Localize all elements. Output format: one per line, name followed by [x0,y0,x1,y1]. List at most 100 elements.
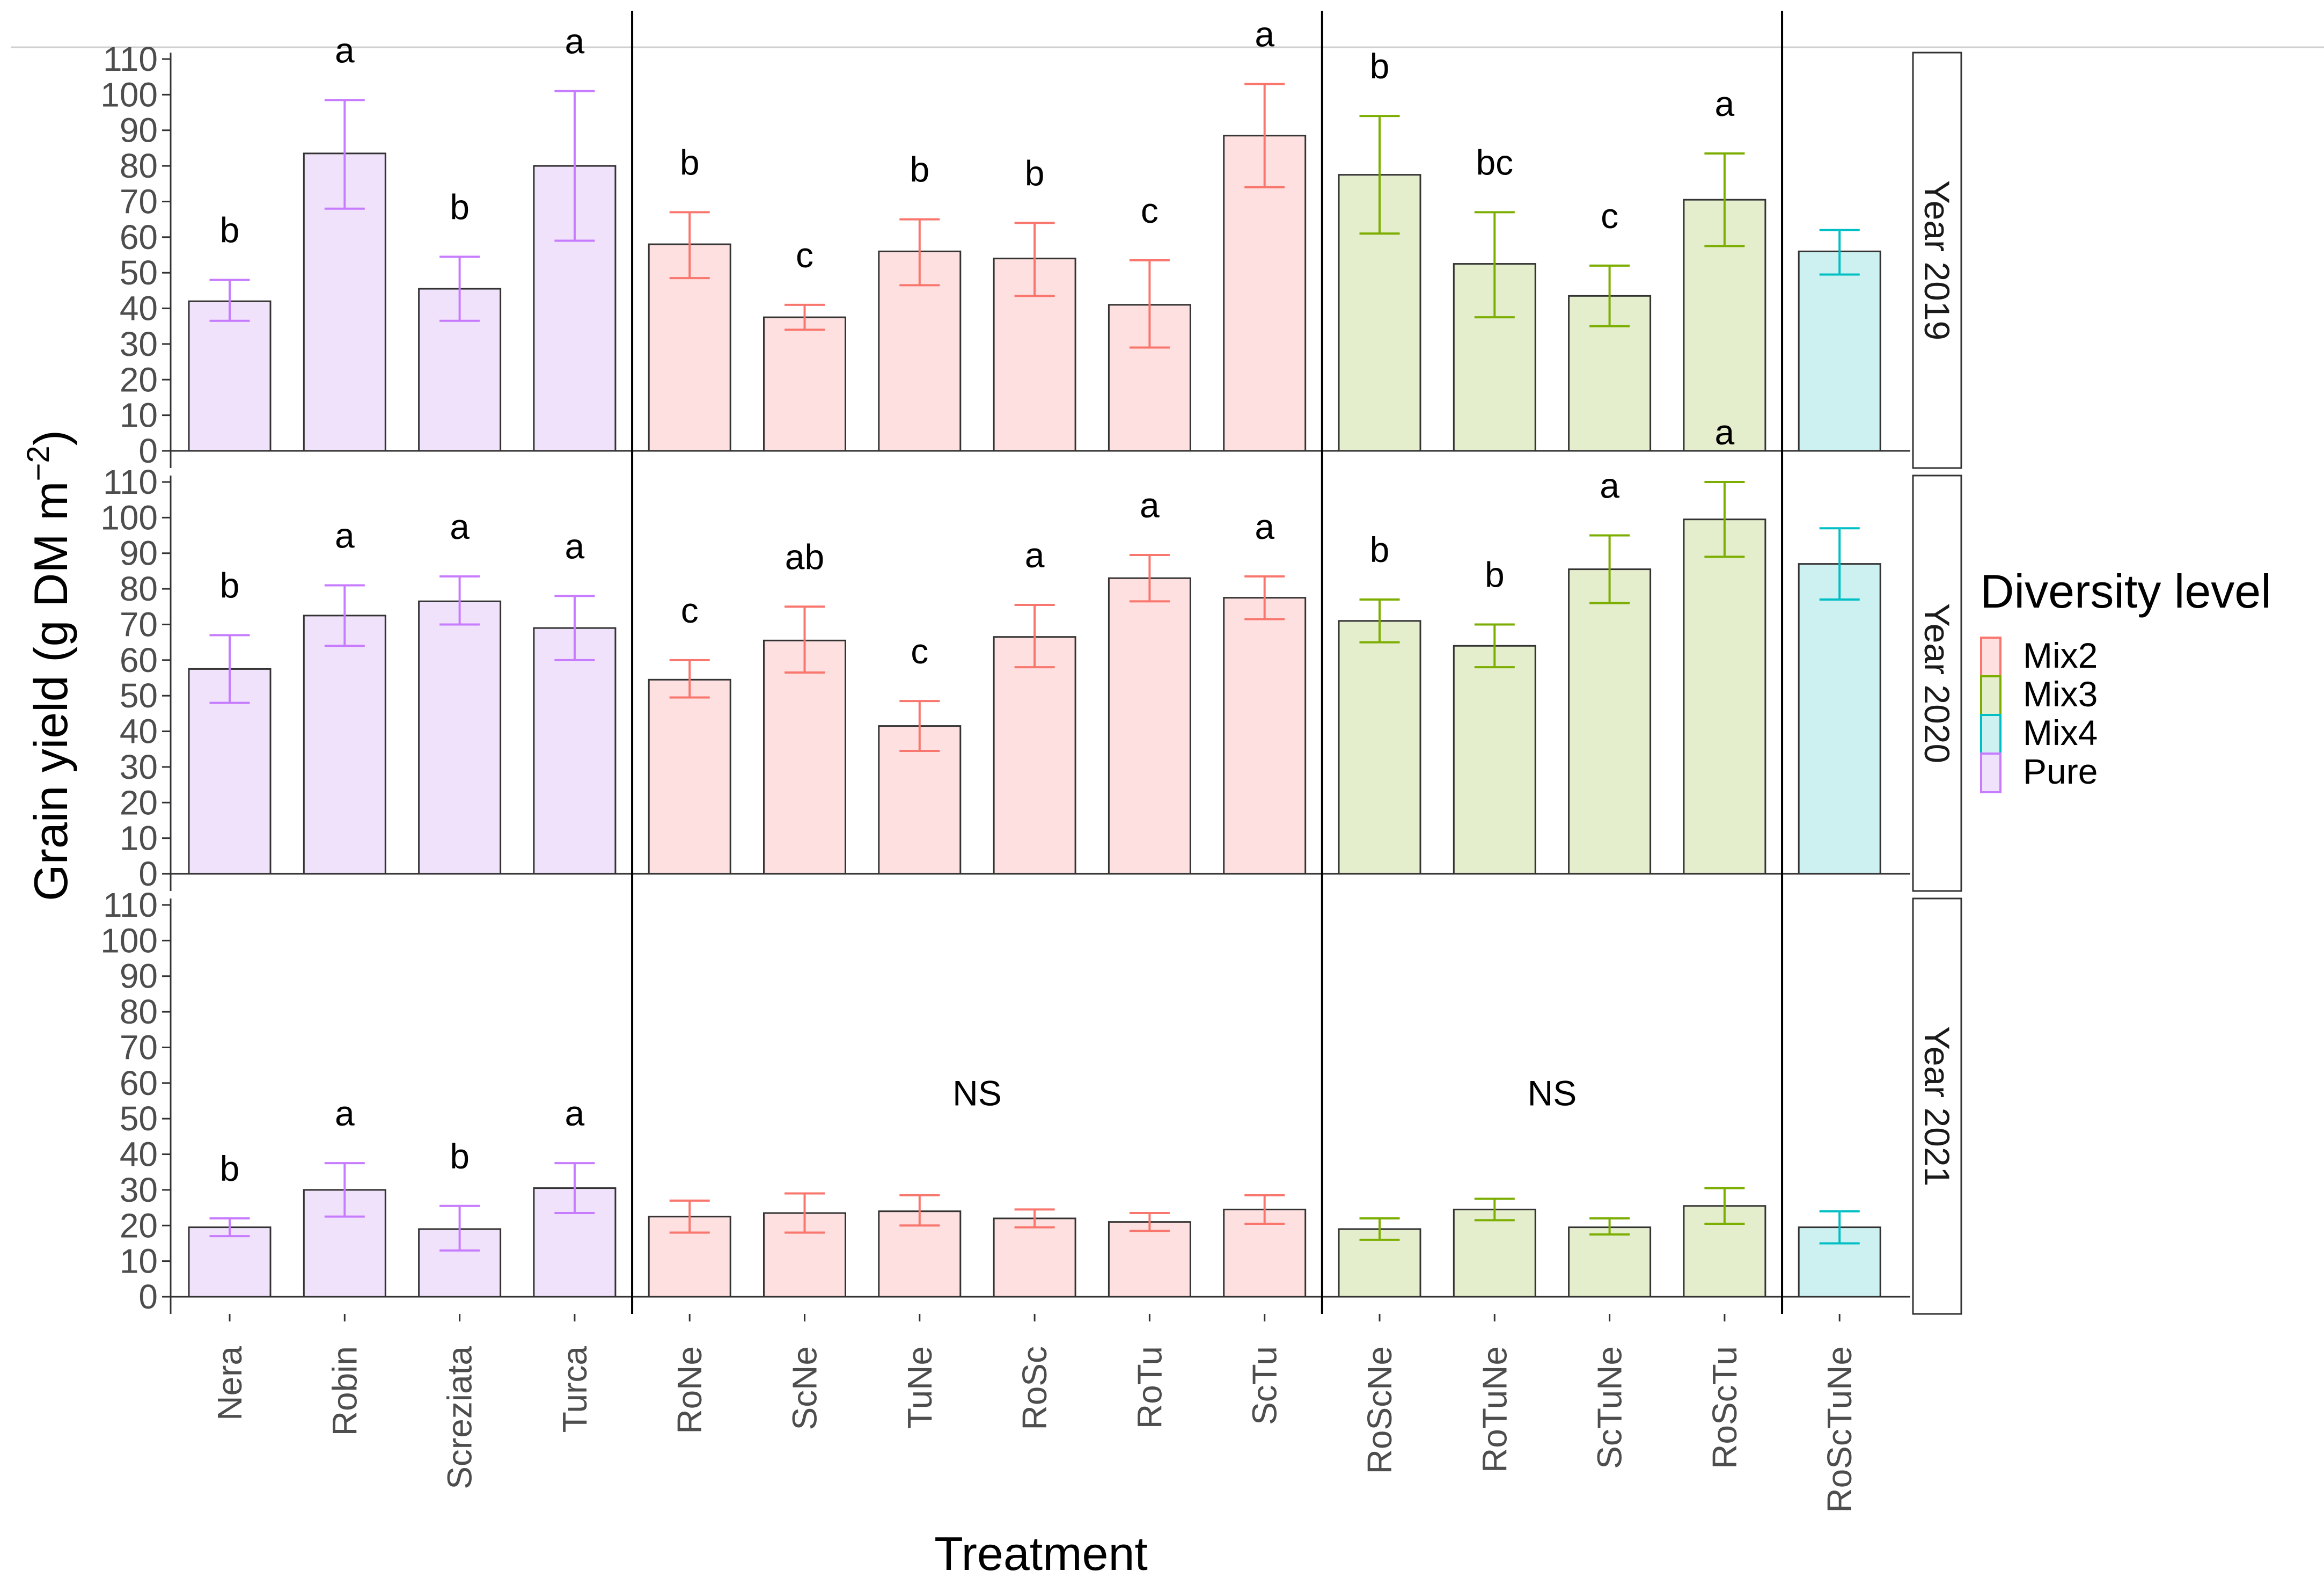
bar-Robin [303,615,386,875]
x-tick-label-ScTuNe: ScTuNe [1590,1346,1629,1469]
y-tick-label: 50 [120,1099,158,1138]
panel-strip-label: Year 2021 [1917,1026,1957,1187]
significance-letter-RoSc: b [1025,153,1045,193]
group-significance-label-2: NS [1528,1073,1577,1113]
significance-letter-TuNe: c [911,631,928,671]
legend-label-Pure: Pure [2023,751,2098,791]
bar-Nera [188,300,272,452]
bar-RoScTu [1683,518,1766,875]
x-tick-label-ScNe: ScNe [786,1346,824,1430]
legend-key-Mix2 [1980,637,2002,677]
y-tick-label: 110 [103,40,158,78]
bar-ScNe [763,316,846,452]
y-axis-title-close: ) [24,430,77,445]
y-tick-label: 100 [100,75,158,114]
panel-strip [1912,52,1962,469]
significance-letter-Screziata: b [450,1136,470,1176]
y-tick-label: 90 [120,957,158,996]
y-tick-label: 90 [120,111,158,150]
y-tick-label: 30 [120,1171,158,1209]
bar-RoTu [1108,1221,1191,1298]
legend-label-Mix2: Mix2 [2023,635,2098,675]
y-tick-label: 10 [120,819,158,858]
significance-letter-RoSc: a [1025,535,1045,575]
bar-RoSc [993,636,1076,875]
x-tick-label-ScTu: ScTu [1245,1346,1284,1425]
significance-letter-ScTuNe: c [1601,196,1618,236]
significance-letter-RoScTu: a [1715,412,1735,452]
significance-letter-RoScTu: a [1715,84,1735,123]
x-tick-label-Robin: Robin [325,1346,364,1436]
x-tick-label-TuNe: TuNe [900,1346,939,1429]
bar-RoScNe [1338,620,1421,875]
bar-RoTuNe [1453,1208,1536,1298]
significance-letter-RoTuNe: b [1485,554,1505,594]
legend-title: Diversity level [1980,565,2271,618]
y-axis-title-main: Grain yield (g DM m [24,481,77,901]
panel-strip-label: Year 2020 [1917,603,1957,764]
bar-Turca [533,627,617,875]
significance-letter-Screziata: a [450,507,470,546]
y-tick-label: 50 [120,676,158,715]
y-tick-label: 50 [120,253,158,292]
panel-strip-label: Year 2019 [1917,180,1957,341]
y-tick-label: 80 [120,992,158,1031]
legend-key-Mix3 [1980,675,2002,716]
significance-letter-RoTu: a [1140,485,1160,525]
y-tick-label: 10 [120,1242,158,1281]
significance-letter-RoNe: b [680,142,700,182]
significance-letter-Robin: a [335,1093,355,1133]
bar-Screziata [418,600,502,875]
y-tick-label: 90 [120,534,158,573]
y-tick-label: 30 [120,748,158,786]
significance-letter-ScTuNe: a [1600,466,1619,506]
y-tick-label: 110 [103,463,158,501]
y-tick-label: 80 [120,569,158,608]
y-tick-label: 60 [120,218,158,257]
legend-key-Pure [1980,753,2002,793]
significance-letter-Turca: a [565,1093,585,1133]
y-tick-label: 10 [120,396,158,435]
x-tick-label-RoNe: RoNe [670,1346,709,1434]
bar-RoScTuNe [1798,563,1881,875]
significance-letter-RoScNe: b [1370,46,1390,86]
significance-letter-ScTu: a [1255,507,1274,546]
y-tick-label: 60 [120,1064,158,1102]
x-tick-label-RoScTu: RoScTu [1705,1346,1744,1469]
bar-RoScTuNe [1798,250,1881,452]
bar-RoSc [993,1217,1076,1298]
x-tick-label-Turca: Turca [555,1346,594,1433]
bar-Robin [303,152,386,452]
y-tick-label: 20 [120,783,158,822]
x-tick-label-RoSc: RoSc [1015,1346,1054,1430]
x-tick-label-RoScNe: RoScNe [1360,1346,1399,1474]
y-tick-label: 20 [120,1206,158,1245]
significance-letter-Nera: b [220,1149,240,1188]
y-tick-label: 20 [120,360,158,399]
bar-ScTuNe [1568,568,1652,875]
y-axis-title: Grain yield (g DM m−2) [21,430,77,901]
group-significance-label-1: NS [952,1073,1002,1113]
significance-letter-RoNe: c [681,590,699,630]
y-tick-label: 40 [120,289,158,328]
y-tick-label: 40 [120,712,158,751]
y-tick-label: 60 [120,641,158,680]
significance-letter-ScNe: c [796,235,813,275]
x-axis-title: Treatment [934,1527,1148,1578]
significance-letter-RoScNe: b [1370,530,1390,569]
x-tick-label-RoTuNe: RoTuNe [1475,1346,1514,1473]
panel-strip [1912,897,1962,1315]
y-tick-label: 70 [120,605,158,644]
significance-letter-Robin: a [335,515,355,555]
bar-ScNe [763,639,846,875]
y-tick-label: 0 [138,854,158,893]
y-tick-label: 80 [120,147,158,185]
y-tick-label: 100 [100,921,158,960]
bar-RoNe [648,678,731,875]
x-tick-label-RoScTuNe: RoScTuNe [1820,1346,1859,1513]
y-tick-label: 40 [120,1135,158,1174]
